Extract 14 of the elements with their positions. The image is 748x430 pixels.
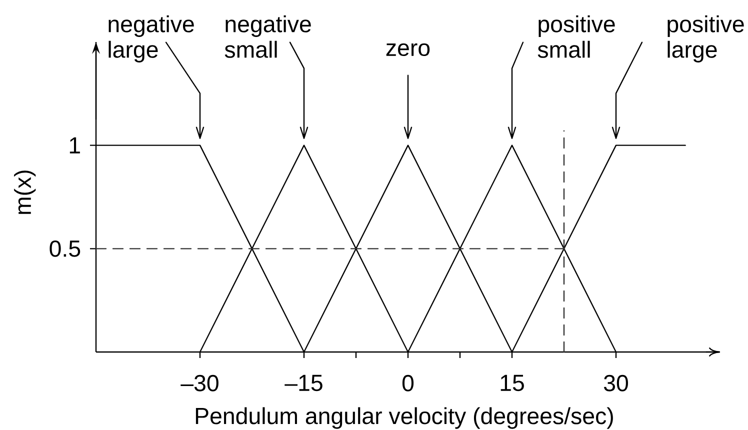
x-tick-label: 0 (402, 374, 414, 392)
x-tick-label: 15 (500, 374, 524, 392)
text: negative large (108, 15, 194, 62)
text: zero (386, 43, 430, 56)
x-axis-title: Pendulum angular velocity (degrees/sec) (196, 407, 613, 429)
text: negative small (224, 15, 311, 58)
y-axis-title: m(x) (14, 170, 36, 214)
y-tick-label: 1 (70, 137, 80, 154)
text: positive large (668, 15, 744, 62)
x-tick-label: –15 (284, 374, 322, 392)
x-tick-label: 30 (604, 374, 628, 392)
x-tick-label: –30 (180, 374, 218, 392)
text: positive small (538, 15, 615, 58)
y-tick-label: 0.5 (50, 240, 80, 257)
